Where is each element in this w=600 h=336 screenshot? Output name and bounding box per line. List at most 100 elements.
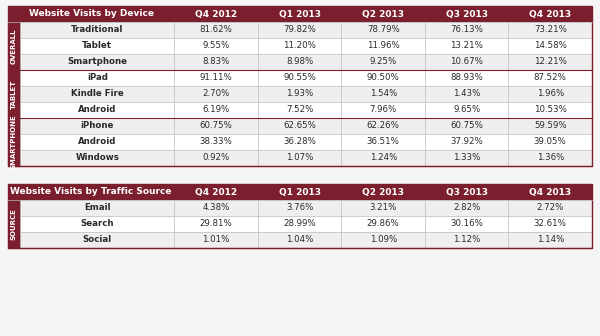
- Text: 1.96%: 1.96%: [536, 89, 564, 98]
- Bar: [425, 22, 508, 38]
- Text: 7.96%: 7.96%: [370, 106, 397, 115]
- Text: Kindle Fire: Kindle Fire: [71, 89, 124, 98]
- Bar: [20, 38, 175, 54]
- Bar: [508, 22, 592, 38]
- Text: Q2 2013: Q2 2013: [362, 187, 404, 197]
- Bar: [508, 102, 592, 118]
- Bar: [425, 38, 508, 54]
- Bar: [8, 6, 175, 22]
- Bar: [341, 38, 425, 54]
- Bar: [341, 150, 425, 166]
- Text: 1.33%: 1.33%: [453, 154, 481, 163]
- Bar: [508, 134, 592, 150]
- Text: 30.16%: 30.16%: [450, 219, 483, 228]
- Bar: [175, 86, 258, 102]
- Text: iPhone: iPhone: [80, 122, 114, 130]
- Text: Tablet: Tablet: [82, 42, 112, 50]
- Bar: [20, 118, 175, 134]
- Bar: [258, 38, 341, 54]
- Text: Q4 2012: Q4 2012: [195, 187, 237, 197]
- Bar: [8, 184, 592, 248]
- Bar: [175, 200, 258, 216]
- Bar: [8, 6, 592, 166]
- Bar: [425, 200, 508, 216]
- Bar: [508, 200, 592, 216]
- Bar: [258, 134, 341, 150]
- Text: iPad: iPad: [87, 74, 107, 83]
- Bar: [20, 150, 175, 166]
- Text: 2.72%: 2.72%: [536, 204, 564, 212]
- Bar: [8, 70, 20, 118]
- Text: Android: Android: [78, 106, 116, 115]
- Text: 36.51%: 36.51%: [367, 137, 400, 146]
- Text: 38.33%: 38.33%: [200, 137, 233, 146]
- Text: 59.59%: 59.59%: [534, 122, 566, 130]
- Text: 28.99%: 28.99%: [283, 219, 316, 228]
- Text: 1.07%: 1.07%: [286, 154, 313, 163]
- Bar: [425, 54, 508, 70]
- Bar: [258, 70, 341, 86]
- Bar: [508, 150, 592, 166]
- Text: 87.52%: 87.52%: [534, 74, 566, 83]
- Text: 60.75%: 60.75%: [200, 122, 233, 130]
- Bar: [20, 216, 175, 232]
- Bar: [20, 102, 175, 118]
- Text: 78.79%: 78.79%: [367, 26, 400, 35]
- Text: Traditional: Traditional: [71, 26, 124, 35]
- Bar: [508, 118, 592, 134]
- Bar: [20, 134, 175, 150]
- Bar: [425, 70, 508, 86]
- Bar: [341, 134, 425, 150]
- Bar: [508, 70, 592, 86]
- Bar: [425, 118, 508, 134]
- Bar: [425, 184, 508, 200]
- Bar: [8, 184, 175, 200]
- Text: 2.70%: 2.70%: [203, 89, 230, 98]
- Bar: [341, 216, 425, 232]
- Bar: [508, 232, 592, 248]
- Text: 6.19%: 6.19%: [203, 106, 230, 115]
- Text: 37.92%: 37.92%: [451, 137, 483, 146]
- Bar: [8, 118, 20, 166]
- Text: 11.20%: 11.20%: [283, 42, 316, 50]
- Bar: [341, 200, 425, 216]
- Bar: [508, 184, 592, 200]
- Text: TABLET: TABLET: [11, 79, 17, 109]
- Bar: [20, 200, 175, 216]
- Text: Q3 2013: Q3 2013: [446, 9, 488, 18]
- Bar: [341, 102, 425, 118]
- Bar: [175, 102, 258, 118]
- Text: Android: Android: [78, 137, 116, 146]
- Bar: [341, 54, 425, 70]
- Text: 36.28%: 36.28%: [283, 137, 316, 146]
- Bar: [8, 200, 20, 248]
- Text: SOURCE: SOURCE: [11, 208, 17, 240]
- Text: Smartphone: Smartphone: [67, 57, 127, 67]
- Text: Website Visits by Traffic Source: Website Visits by Traffic Source: [10, 187, 172, 197]
- Text: 1.36%: 1.36%: [536, 154, 564, 163]
- Bar: [341, 232, 425, 248]
- Text: 7.52%: 7.52%: [286, 106, 313, 115]
- Bar: [508, 54, 592, 70]
- Bar: [425, 102, 508, 118]
- Text: Email: Email: [84, 204, 110, 212]
- Text: 1.12%: 1.12%: [453, 236, 481, 245]
- Bar: [258, 102, 341, 118]
- Text: 1.14%: 1.14%: [536, 236, 564, 245]
- Text: 3.76%: 3.76%: [286, 204, 313, 212]
- Text: 9.55%: 9.55%: [203, 42, 230, 50]
- Text: 1.04%: 1.04%: [286, 236, 313, 245]
- Bar: [425, 216, 508, 232]
- Text: Windows: Windows: [75, 154, 119, 163]
- Text: Q2 2013: Q2 2013: [362, 9, 404, 18]
- Text: 32.61%: 32.61%: [534, 219, 566, 228]
- Text: 90.50%: 90.50%: [367, 74, 400, 83]
- Bar: [508, 86, 592, 102]
- Text: 62.26%: 62.26%: [367, 122, 400, 130]
- Bar: [341, 22, 425, 38]
- Bar: [8, 22, 20, 70]
- Text: Search: Search: [80, 219, 114, 228]
- Bar: [258, 184, 341, 200]
- Text: 8.98%: 8.98%: [286, 57, 313, 67]
- Bar: [258, 118, 341, 134]
